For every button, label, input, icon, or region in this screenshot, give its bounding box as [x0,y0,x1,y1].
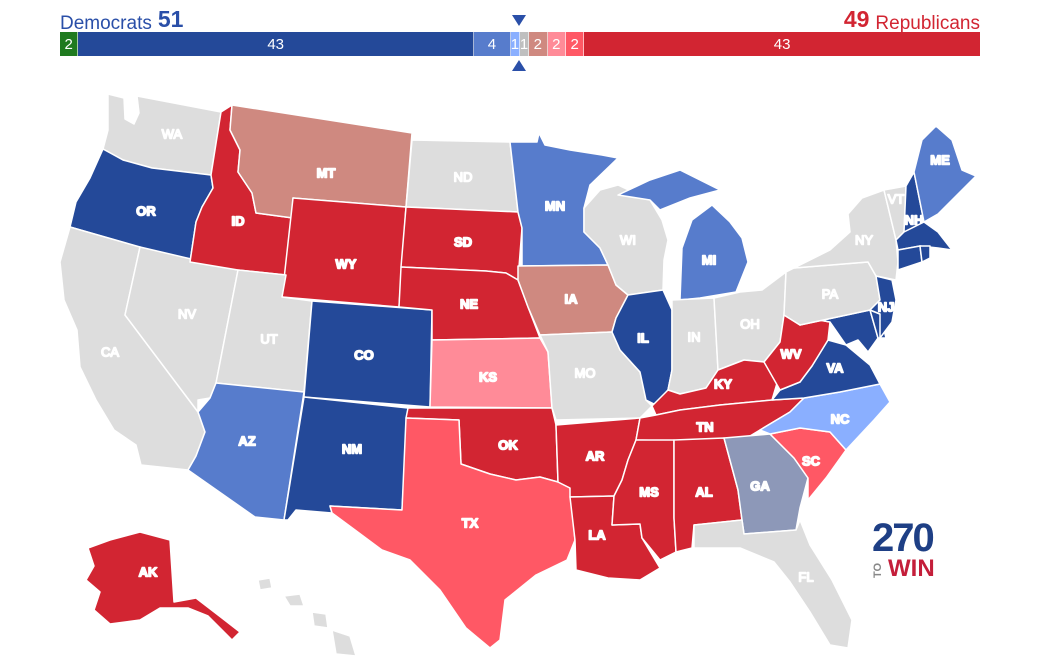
democrats-seat-count: 51 [157,6,184,32]
seat-bar-segment-0[interactable]: 2 [60,32,79,56]
majority-marker-top-icon [512,15,526,26]
seat-bar-segment-1[interactable]: 43 [78,32,474,56]
state-nm[interactable]: NM [283,396,409,521]
state-me[interactable]: ME [913,125,977,223]
seat-bar-segment-3[interactable]: 1 [510,32,520,56]
seat-balance-bar: 2 43 4 1 1 2 2 2 43 [60,32,980,56]
seat-bar-segment-8[interactable]: 43 [584,32,980,56]
seat-count-header: Democrats 51 49 Republicans [60,4,980,35]
state-ak[interactable]: AK [85,531,241,641]
270towin-logo[interactable]: 270 TO WIN [872,518,944,584]
democrats-label: Democrats 51 [60,6,184,35]
seat-bar-segment-5[interactable]: 2 [529,32,548,56]
logo-to: TO [872,562,884,578]
majority-marker-bottom-icon [512,60,526,71]
state-fl[interactable]: FL [693,519,853,649]
republicans-name: Republicans [875,13,980,34]
state-in[interactable]: IN [667,297,719,395]
state-ks[interactable]: KS [429,337,553,409]
state-co[interactable]: CO [303,300,433,408]
seat-bar-segment-2[interactable]: 4 [473,32,511,56]
republicans-seat-count: 49 [843,6,870,32]
state-wy[interactable]: WY [281,197,407,308]
democrats-name: Democrats [60,13,152,34]
state-ri[interactable] [919,245,931,263]
state-hi[interactable]: HI [257,577,357,657]
us-senate-map: WA OR CA NV ID MT WY UT [0,80,1050,670]
republicans-label: 49 Republicans [843,6,980,35]
state-nd[interactable]: ND [405,139,519,213]
map-svg: WA OR CA NV ID MT WY UT [59,93,977,657]
logo-number: 270 [872,516,935,560]
seat-bar-segment-7[interactable]: 2 [565,32,585,56]
seat-bar-segment-6[interactable]: 2 [547,32,566,56]
logo-win: WIN [888,555,935,582]
state-ct[interactable] [897,245,923,271]
state-label-hi: HI [316,639,329,654]
seat-bar-segment-4[interactable]: 1 [519,32,530,56]
